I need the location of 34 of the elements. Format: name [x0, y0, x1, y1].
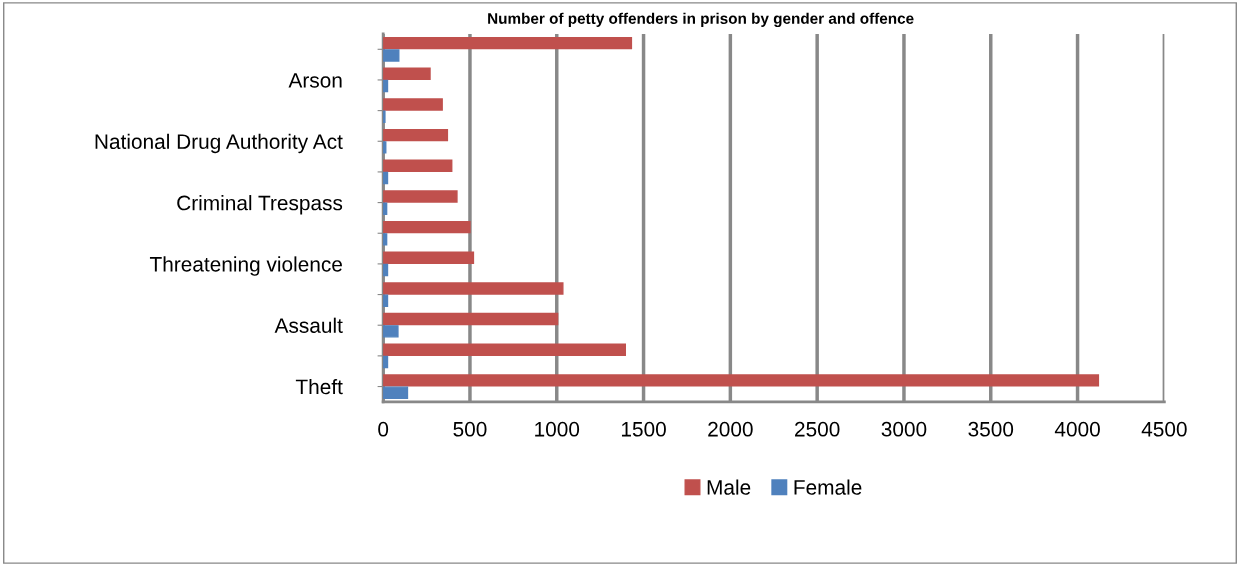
bar — [383, 374, 1100, 387]
bar — [383, 190, 458, 203]
x-tick-label: 1500 — [621, 421, 666, 437]
bar — [383, 325, 399, 338]
x-tick-label: 4500 — [1141, 421, 1187, 437]
bar — [383, 67, 431, 81]
y-tick-label: Threatening violence — [149, 256, 342, 276]
chart-title: Number of petty offenders in prison by gender and offence — [488, 12, 914, 28]
x-tick-label: 2000 — [708, 421, 753, 437]
x-tick-label: 3500 — [968, 421, 1014, 437]
bar — [383, 282, 564, 295]
bar — [383, 159, 453, 173]
bar — [383, 49, 400, 62]
bar — [383, 128, 449, 142]
x-tick-label: 500 — [453, 421, 487, 437]
legend-label: Female — [794, 479, 862, 495]
x-tick-label: 4000 — [1054, 421, 1100, 437]
x-tick-label: 3000 — [881, 421, 927, 437]
y-tick-label: Theft — [295, 378, 343, 395]
x-tick-label: 2500 — [795, 421, 840, 437]
legend-label: Male — [707, 479, 751, 495]
bar — [383, 251, 475, 264]
bar — [383, 386, 409, 399]
y-tick-label: Criminal Trespass — [177, 195, 343, 215]
y-tick-label: Assault — [274, 317, 343, 333]
bar — [383, 98, 443, 111]
x-tick-label: 0 — [378, 421, 389, 437]
bar — [383, 343, 627, 356]
y-tick-label: Arson — [288, 73, 342, 88]
bar — [383, 312, 559, 326]
bar — [383, 220, 471, 234]
y-tick-label: National Drug Authority Act — [95, 133, 343, 154]
bar — [383, 36, 633, 50]
x-tick-label: 1000 — [535, 421, 580, 437]
